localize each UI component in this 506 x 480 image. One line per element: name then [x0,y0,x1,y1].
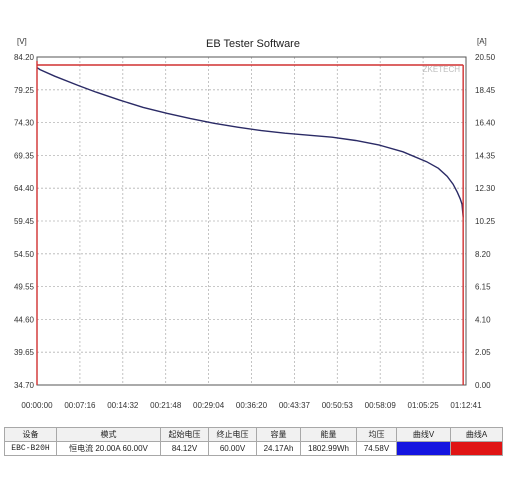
x-axis-tick-label: 01:12:41 [450,401,482,410]
x-axis-tick-label: 01:05:25 [408,401,440,410]
header-energy: 能量 [300,427,357,442]
left-axis-tick-label: 64.40 [14,184,35,193]
x-axis-tick-label: 00:50:53 [322,401,354,410]
x-axis-tick-label: 00:21:48 [150,401,182,410]
x-axis-tick-label: 00:07:16 [64,401,96,410]
x-axis-tick-label: 00:43:37 [279,401,311,410]
x-axis-ticks: 00:00:00 00:07:16 00:14:32 00:21:48 00:29:04… [21,401,482,410]
right-axis-tick-label: 10.25 [475,217,496,226]
left-axis-tick-label: 34.70 [14,381,35,390]
header-end-voltage: 终止电压 [208,427,257,442]
right-axis-tick-label: 16.40 [475,119,496,128]
right-axis-tick-label: 4.10 [475,315,491,324]
end-voltage-cell: 60.00V [208,441,257,456]
left-axis-ticks: 84.20 79.25 74.30 69.35 64.40 59.45 54.50 49.55… [14,53,35,390]
left-axis-tick-label: 59.45 [14,217,35,226]
left-axis-tick-label: 79.25 [14,86,35,95]
watermark-text: ZKETECH [423,65,461,74]
curve-v-swatch-cell[interactable] [396,441,451,456]
energy-cell: 1802.99Wh [300,441,357,456]
header-device: 设备 [4,427,57,442]
table-header-row: 设备 模式 起始电压 终止电压 容量 能量 均压 曲线V 曲线A [4,427,503,442]
left-axis-tick-label: 39.65 [14,348,35,357]
curve-a-swatch-cell[interactable] [450,441,503,456]
device-cell: EBC-B20H [4,441,57,456]
header-curve-a: 曲线A [450,427,503,442]
right-axis-tick-label: 2.05 [475,348,491,357]
right-axis-tick-label: 12.30 [475,184,496,193]
header-start-voltage: 起始电压 [160,427,209,442]
left-axis-tick-label: 74.30 [14,119,35,128]
voltage-series-line [36,67,464,218]
x-axis-tick-label: 00:58:09 [365,401,397,410]
left-axis-tick-label: 44.60 [14,315,35,324]
left-axis-unit: [V] [17,37,27,46]
test-info-table: 设备 模式 起始电压 终止电压 容量 能量 均压 曲线V 曲线A EBC-B20… [4,427,503,456]
header-capacity: 容量 [256,427,301,442]
mode-cell: 恒电流 20.00A 60.00V [56,441,161,456]
x-axis-tick-label: 00:00:00 [21,401,53,410]
curve-a-color-swatch[interactable] [451,442,502,455]
curve-v-color-swatch[interactable] [397,442,450,455]
right-axis-tick-label: 20.50 [475,53,496,62]
right-axis-tick-label: 0.00 [475,381,491,390]
left-axis-tick-label: 54.50 [14,250,35,259]
right-axis-ticks: 20.50 18.45 16.40 14.35 12.30 10.25 8.20 6.15 4.… [475,53,496,390]
left-axis-tick-label: 84.20 [14,53,35,62]
chart-background [0,0,506,420]
mode-voltage: 60.00V [122,444,148,453]
x-axis-tick-label: 00:29:04 [193,401,225,410]
header-avg-voltage: 均压 [356,427,397,442]
capacity-cell: 24.17Ah [256,441,301,456]
right-axis-tick-label: 14.35 [475,151,496,160]
grid-lines [37,57,466,385]
x-axis-tick-label: 00:14:32 [107,401,139,410]
right-axis-unit: [A] [477,37,487,46]
header-curve-v: 曲线V [396,427,451,442]
mode-current: 20.00A [95,444,121,453]
avg-voltage-cell: 74.58V [356,441,397,456]
chart-title: EB Tester Software [206,38,300,50]
header-mode: 模式 [56,427,161,442]
start-voltage-cell: 84.12V [160,441,209,456]
right-axis-tick-label: 18.45 [475,86,496,95]
table-row: EBC-B20H 恒电流 20.00A 60.00V 84.12V 60.00V… [4,441,503,456]
x-axis-tick-label: 00:36:20 [236,401,268,410]
left-axis-tick-label: 49.55 [14,283,35,292]
right-axis-tick-label: 8.20 [475,250,491,259]
right-axis-tick-label: 6.15 [475,283,491,292]
series-layer [36,61,464,385]
mode-name: 恒电流 [69,444,94,453]
left-axis-tick-label: 69.35 [14,151,35,160]
discharge-chart: EB Tester Software [V] [A] ZKETECH 84.20… [0,0,506,420]
